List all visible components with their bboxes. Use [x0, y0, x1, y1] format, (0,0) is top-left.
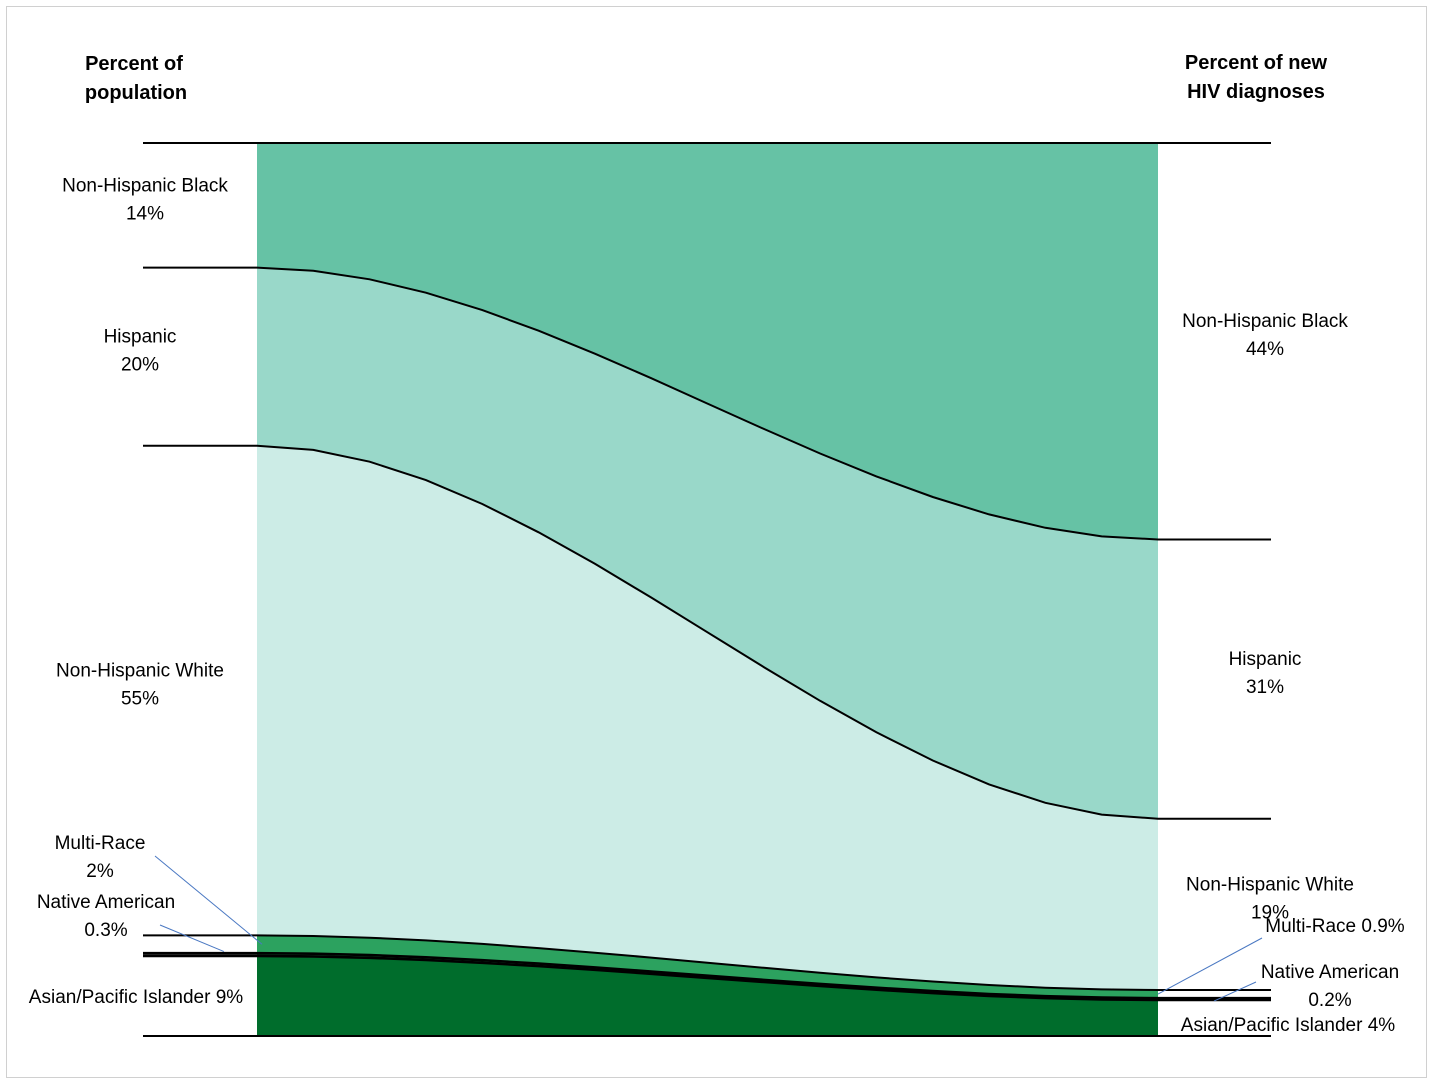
right-label-non-hispanic-black-0: Non-Hispanic Black [1182, 311, 1348, 332]
left-label-multi-race-0: Multi-Race [55, 833, 146, 854]
chart-labels: Non-Hispanic Black 14% Non-Hispanic Black 4… [29, 175, 1405, 1036]
left-title-line2: population [85, 82, 187, 104]
left-title-line1: Percent of [85, 53, 183, 75]
boundary-line-3 [143, 934, 1271, 991]
right-label-non-hispanic-white-0: Non-Hispanic White [1186, 874, 1354, 895]
boundary-line-4 [143, 951, 1271, 1000]
right-label-non-hispanic-black-1: 44% [1246, 339, 1284, 360]
left-label-non-hispanic-white-1: 55% [121, 689, 159, 710]
right-label-native-american-0: Native American [1261, 962, 1399, 983]
boundary-line-5 [143, 954, 1271, 1002]
left-label-non-hispanic-white-0: Non-Hispanic White [56, 661, 224, 682]
boundary-line-1 [143, 266, 1271, 541]
boundary-line-2 [143, 444, 1271, 820]
chart-boundaries [143, 142, 1271, 1037]
left-label-asian-pacific-islander-0: Asian/Pacific Islander 9% [29, 987, 243, 1008]
chart-frame [6, 6, 1427, 1078]
right-title-line2: HIV diagnoses [1187, 81, 1325, 103]
right-label-hispanic-1: 31% [1246, 677, 1284, 698]
band-non-hispanic-black [257, 143, 1158, 540]
chart-bands [257, 143, 1158, 1036]
right-title-line1: Percent of new [1185, 52, 1328, 74]
leader-native-american-right [1213, 981, 1257, 1002]
right-label-native-american-1: 0.2% [1308, 990, 1351, 1011]
right-label-non-hispanic-white-1: 19% [1251, 902, 1289, 923]
right-label-hispanic-0: Hispanic [1229, 649, 1302, 670]
band-non-hispanic-white [257, 445, 1158, 990]
left-label-non-hispanic-black-1: 14% [126, 203, 164, 224]
left-label-multi-race-1: 2% [86, 861, 114, 882]
leader-multi-race-left [154, 855, 263, 945]
right-label-asian-pacific-islander-0: Asian/Pacific Islander 4% [1181, 1015, 1395, 1036]
leader-multi-race-right [1157, 937, 1263, 995]
band-multi-race [257, 935, 1158, 999]
left-label-native-american-1: 0.3% [84, 920, 127, 941]
band-asian-pacific-islander [257, 955, 1158, 1036]
left-label-hispanic-1: 20% [121, 355, 159, 376]
left-label-native-american-0: Native American [37, 892, 175, 913]
right-label-multi-race-0: Multi-Race 0.9% [1265, 916, 1404, 937]
left-label-non-hispanic-black-0: Non-Hispanic Black [62, 175, 228, 196]
left-label-hispanic-0: Hispanic [104, 327, 177, 348]
leader-native-american-left [159, 924, 225, 952]
band-hispanic [257, 267, 1158, 819]
chart-leader-lines [154, 855, 1263, 1002]
